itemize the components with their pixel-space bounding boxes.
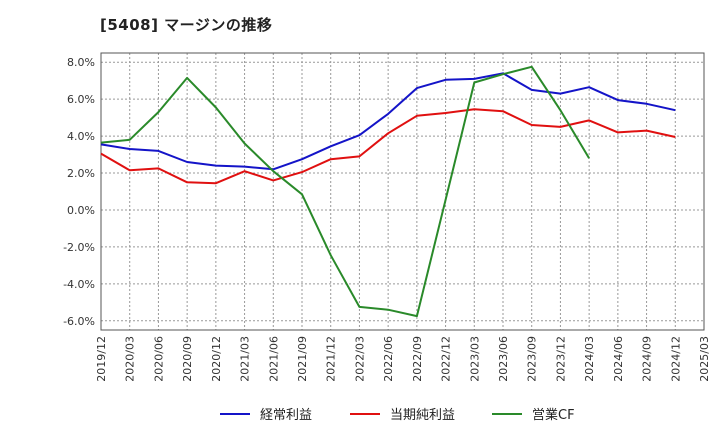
x-tick-label: 2020/03	[124, 336, 137, 382]
x-tick-label: 2020/09	[181, 336, 194, 382]
x-tick-label: 2022/09	[411, 336, 424, 382]
y-axis-ticks: 8.0% 6.0% 4.0% 2.0% 0.0% -2.0% -4.0% -6.0%	[63, 56, 95, 328]
x-tick-label: 2021/06	[267, 336, 280, 382]
legend: 経常利益 当期純利益 営業CF	[220, 407, 575, 423]
x-tick-label: 2022/06	[382, 336, 395, 382]
series-layer	[100, 65, 676, 318]
x-tick-label: 2023/06	[497, 336, 510, 382]
x-tick-label: 2020/12	[210, 336, 223, 382]
x-axis-ticks: 2019/12 2020/03 2020/06 2020/09 2020/12 2021/…	[95, 336, 711, 382]
x-tick-label: 2023/03	[468, 336, 481, 382]
series-line	[100, 72, 676, 171]
x-tick-label: 2023/12	[554, 336, 567, 382]
legend-label: 当期純利益	[390, 408, 455, 423]
series-line	[100, 108, 676, 185]
plot-frame	[100, 52, 705, 331]
y-tick-label: -4.0%	[63, 278, 95, 291]
x-tick-label: 2024/03	[583, 336, 596, 382]
grid-layer	[101, 53, 704, 330]
x-tick-label: 2020/06	[152, 336, 165, 382]
x-tick-label: 2022/03	[353, 336, 366, 382]
x-tick-label: 2024/09	[641, 336, 654, 382]
x-tick-label: 2023/09	[526, 336, 539, 382]
x-tick-label: 2021/12	[325, 336, 338, 382]
y-tick-label: -6.0%	[63, 315, 95, 328]
y-tick-label: 4.0%	[67, 130, 95, 143]
x-tick-label: 2019/12	[95, 336, 108, 382]
y-tick-label: 2.0%	[67, 167, 95, 180]
legend-label: 経常利益	[260, 408, 312, 423]
x-tick-label: 2025/03	[698, 336, 711, 382]
series-line	[100, 65, 590, 318]
y-tick-label: 8.0%	[67, 56, 95, 69]
y-tick-label: -2.0%	[63, 241, 95, 254]
x-tick-label: 2022/12	[440, 336, 453, 382]
chart-title: [5408] マージンの推移	[100, 16, 273, 34]
x-tick-label: 2024/12	[669, 336, 682, 382]
x-tick-label: 2021/09	[296, 336, 309, 382]
x-tick-label: 2024/06	[612, 336, 625, 382]
legend-label: 営業CF	[532, 407, 575, 423]
y-tick-label: 0.0%	[67, 204, 95, 217]
y-tick-label: 6.0%	[67, 93, 95, 106]
x-tick-label: 2021/03	[239, 336, 252, 382]
